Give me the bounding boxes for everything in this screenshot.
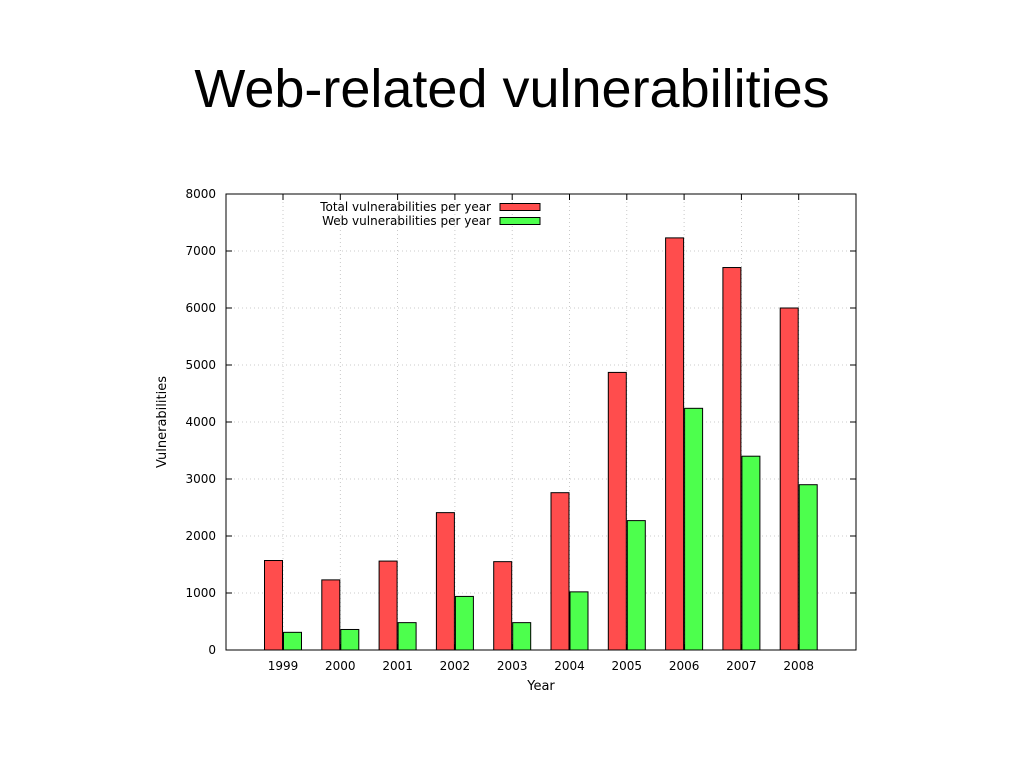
x-tick-label: 2001 — [382, 659, 413, 673]
y-tick-label: 1000 — [185, 586, 216, 600]
bar-web-2001 — [397, 622, 417, 651]
slide-title: Web-related vulnerabilities — [194, 59, 830, 119]
x-tick-label: 2005 — [612, 659, 643, 673]
x-tick-label: 2007 — [726, 659, 757, 673]
y-tick-label: 7000 — [185, 244, 216, 258]
bar-total-2007 — [722, 267, 742, 651]
bar-total-2000 — [321, 579, 341, 651]
bar-web-2008 — [798, 484, 818, 651]
x-tick-label: 2003 — [497, 659, 528, 673]
y-tick-label: 6000 — [185, 301, 216, 315]
bar-web-2003 — [512, 622, 532, 651]
y-tick-label: 2000 — [185, 529, 216, 543]
bar-web-2000 — [340, 628, 360, 651]
x-axis-label: Year — [526, 679, 555, 694]
legend-swatch-1 — [499, 217, 541, 225]
bar-total-2002 — [435, 512, 455, 651]
legend-label-1: Web vulnerabilities per year — [322, 214, 491, 228]
y-tick-label: 0 — [208, 643, 216, 657]
y-tick-label: 8000 — [185, 187, 216, 201]
bar-total-2005 — [607, 371, 627, 651]
x-tick-label: 1999 — [268, 659, 299, 673]
bars — [264, 237, 818, 651]
legend-swatch-0 — [499, 203, 541, 211]
grid-lines — [226, 194, 856, 650]
y-tick-label: 3000 — [185, 472, 216, 486]
legend-label-0: Total vulnerabilities per year — [319, 200, 491, 214]
bar-total-2004 — [550, 492, 570, 651]
x-tick-label: 2004 — [554, 659, 585, 673]
ticks: 0 1000 2000 3000 4000 5000 6000 7000 8000 1999 200… — [185, 187, 856, 673]
y-axis-label: Vulnerabilities — [155, 376, 170, 468]
bar-web-2006 — [684, 407, 704, 651]
bar-web-2007 — [741, 455, 761, 651]
y-tick-label: 5000 — [185, 358, 216, 372]
bar-web-2005 — [626, 520, 646, 651]
bar-total-2001 — [378, 560, 398, 651]
bar-web-2004 — [569, 591, 589, 651]
y-tick-label: 4000 — [185, 415, 216, 429]
bar-total-2008 — [779, 307, 799, 651]
x-tick-label: 2008 — [783, 659, 814, 673]
bar-total-2003 — [493, 561, 513, 651]
bar-web-2002 — [454, 595, 474, 651]
x-tick-label: 2006 — [669, 659, 700, 673]
x-tick-label: 2000 — [325, 659, 356, 673]
plot-frame — [225, 193, 857, 651]
bar-total-1999 — [264, 560, 283, 651]
bar-total-2006 — [665, 237, 685, 651]
bar-web-1999 — [283, 631, 302, 651]
x-tick-label: 2002 — [440, 659, 471, 673]
